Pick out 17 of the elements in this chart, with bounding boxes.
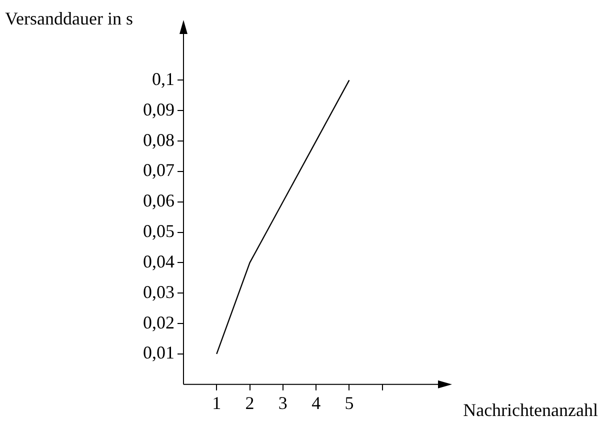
y-tick-label: 0,07 [143, 160, 174, 180]
y-tick-label: 0,03 [143, 282, 174, 302]
y-tick-label: 0,02 [143, 312, 174, 332]
y-tick-label: 0,08 [143, 130, 174, 150]
x-tick-label: 1 [212, 392, 222, 413]
y-tick-label: 0,06 [143, 190, 174, 211]
x-tick-label: 3 [278, 392, 288, 413]
y-tick-label: 0,05 [143, 221, 174, 242]
y-axis-title: Versanddauer in s [5, 8, 133, 29]
x-tick-label: 2 [245, 392, 254, 413]
y-tick-label: 0,09 [143, 99, 174, 120]
x-tick-label: 5 [344, 392, 354, 413]
y-tick-label: 0,04 [143, 251, 174, 272]
y-tick-label: 0,1 [152, 68, 174, 89]
y-tick-label: 0,01 [143, 342, 174, 363]
x-axis-title: Nachrichtenanzahl [463, 400, 598, 420]
x-tick-label: 4 [312, 392, 321, 413]
